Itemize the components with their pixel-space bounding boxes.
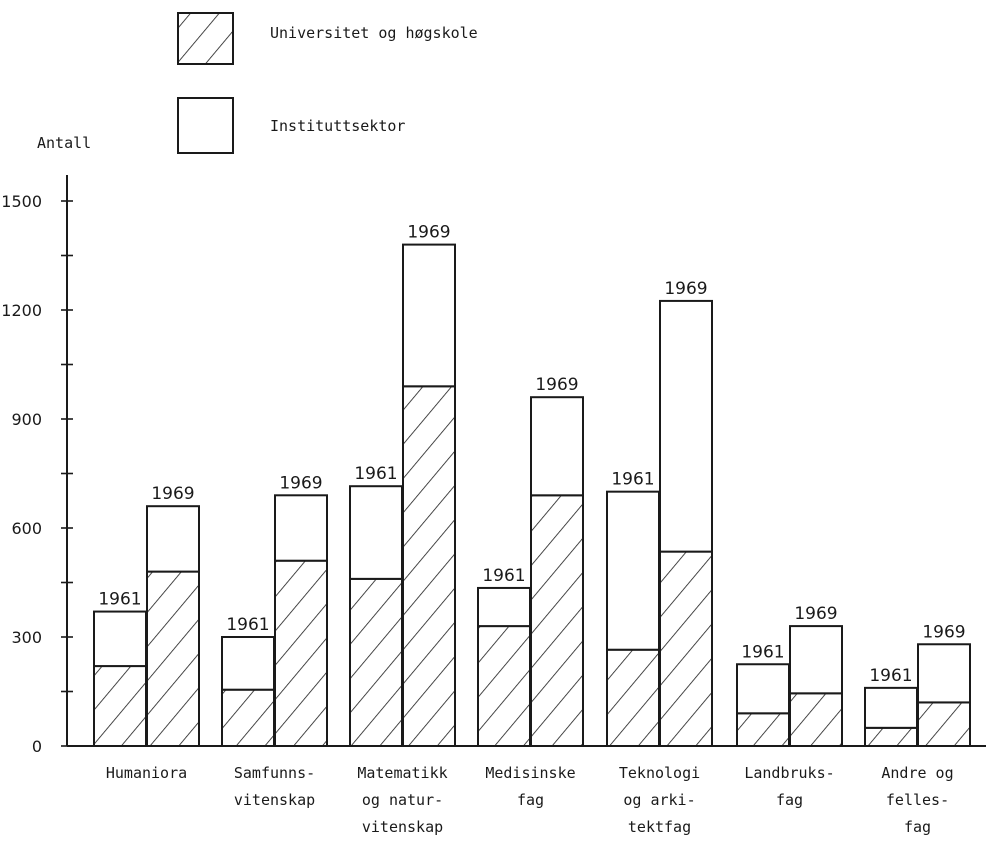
x-category-label: fag [776,791,803,809]
bar-year-label: 1969 [535,375,578,395]
bar-segment-university-1969 [402,385,456,747]
bar-year-label: 1961 [741,642,784,662]
bar-segment-university-1969 [530,494,584,747]
bar-segment-university-1969 [917,701,971,748]
bar-segment-institute-1969 [659,299,713,553]
bar-segment-university-1961 [864,726,918,747]
bar-segment-university-1961 [221,688,275,748]
bar-year-label: 1961 [98,590,141,610]
bar-segment-university-1961 [736,712,790,747]
bar-year-label: 1961 [869,666,912,686]
bar-segment-institute-1961 [477,586,531,628]
y-axis-title: Antall [37,134,91,152]
x-axis-labels: Humaniora Samfunns-vitenskap Matematikk og … [106,764,954,836]
bar-segment-university-1961 [93,665,147,747]
x-category-label: felles- [886,791,949,809]
y-tick-label: 0 [32,737,42,756]
bar-segment-university-1969 [274,559,328,748]
bar-segment-institute-1961 [864,686,918,729]
bar-segment-university-1969 [659,550,713,747]
x-category-label: Landbruks- [744,764,834,782]
bar-year-label: 1961 [611,470,654,490]
x-category-label: fag [904,818,931,836]
bar-segment-institute-1961 [221,636,275,691]
x-category-label: fag [517,791,544,809]
legend-label-university: Universitet og høgskole [270,24,478,42]
x-category-label: vitenskap [234,791,315,809]
x-category-label: Samfunns- [234,764,315,782]
bar-segment-university-1961 [606,648,660,748]
x-category-label: Andre og [881,764,953,782]
bar-segment-institute-1969 [274,494,328,562]
y-tick-label: 900 [11,410,42,429]
y-tick-label: 1200 [1,301,42,320]
bar-segment-institute-1969 [530,396,584,497]
x-category-label: Matematikk [357,764,447,782]
y-tick-label: 600 [11,519,42,538]
bar-year-label: 1961 [354,464,397,484]
x-category-label: og arki- [623,791,695,809]
bar-year-label: 1961 [226,615,269,635]
bar-segment-institute-1961 [93,610,147,668]
y-axis-ticks: 0 300 600 900 1200 1500 [1,192,73,756]
bar-segment-university-1969 [789,692,843,747]
bar-segment-university-1961 [477,625,531,747]
bar-segment-institute-1961 [736,663,790,715]
x-category-label: og natur- [362,791,443,809]
y-tick-label: 1500 [1,192,42,211]
y-tick-label: 300 [11,628,42,647]
bar-year-label: 1969 [151,484,194,504]
bar-year-label: 1969 [922,622,965,642]
legend-label-institute: Instituttsektor [270,117,405,135]
x-category-label: Humaniora [106,764,187,782]
x-category-label: tektfag [628,818,691,836]
bar-segment-institute-1961 [606,490,660,651]
bar-segment-university-1961 [349,577,403,747]
bar-segment-university-1969 [146,570,200,747]
bar-year-label: 1969 [794,604,837,624]
bar-year-label: 1969 [407,223,450,243]
x-category-label: vitenskap [362,818,443,836]
x-category-label: Medisinske [485,764,575,782]
legend-swatch-hatched [177,12,234,65]
bar-segment-institute-1969 [917,643,971,704]
legend-swatch-empty [177,97,234,154]
bar-year-label: 1969 [664,279,707,299]
bar-segment-institute-1961 [349,485,403,580]
x-category-label: Teknologi [619,764,700,782]
legend: Universitet og høgskole Instituttsektor [177,12,478,154]
bar-segment-institute-1969 [402,243,456,388]
bar-year-label: 1961 [482,566,525,586]
bar-segment-institute-1969 [789,625,843,695]
bar-segment-institute-1969 [146,505,200,573]
bar-year-label: 1969 [279,473,322,493]
bars-group: 1961 1969 1961 1969 1961 1969 1961 1969 1961 1969… [93,223,971,748]
